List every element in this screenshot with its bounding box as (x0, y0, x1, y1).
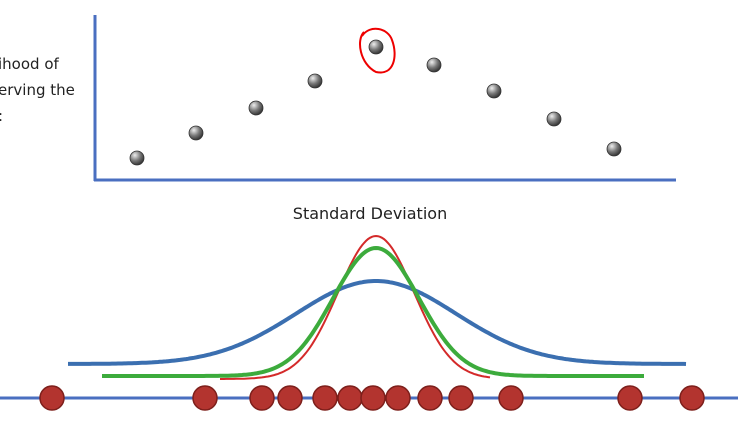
side-label-line: ihood of (0, 55, 59, 73)
sample-dot (39, 385, 65, 411)
side-label-line: erving the (0, 81, 75, 99)
caption: Standard Deviation (293, 204, 447, 223)
sample-dot (417, 385, 443, 411)
sample-dot (312, 385, 338, 411)
sample-dot (617, 385, 643, 411)
sample-dot (337, 385, 363, 411)
normal-curve (102, 245, 644, 378)
likelihood-dot (546, 111, 562, 127)
likelihood-dot (129, 150, 145, 166)
sample-dot (498, 385, 524, 411)
likelihood-dot (426, 57, 442, 73)
likelihood-dot (606, 141, 622, 157)
sample-dot (448, 385, 474, 411)
side-label-line: : (0, 107, 3, 125)
likelihood-dot (188, 125, 204, 141)
normal-curve (68, 279, 687, 366)
sample-dot (385, 385, 411, 411)
sample-dot (277, 385, 303, 411)
normal-curve (220, 234, 491, 380)
sample-dot (249, 385, 275, 411)
likelihood-dot (248, 100, 264, 116)
sample-dot (360, 385, 386, 411)
likelihood-dot (368, 39, 384, 55)
likelihood-dot (486, 83, 502, 99)
sample-dot (192, 385, 218, 411)
sample-dot (679, 385, 705, 411)
likelihood-dot (307, 73, 323, 89)
highlight-circle (359, 27, 396, 74)
